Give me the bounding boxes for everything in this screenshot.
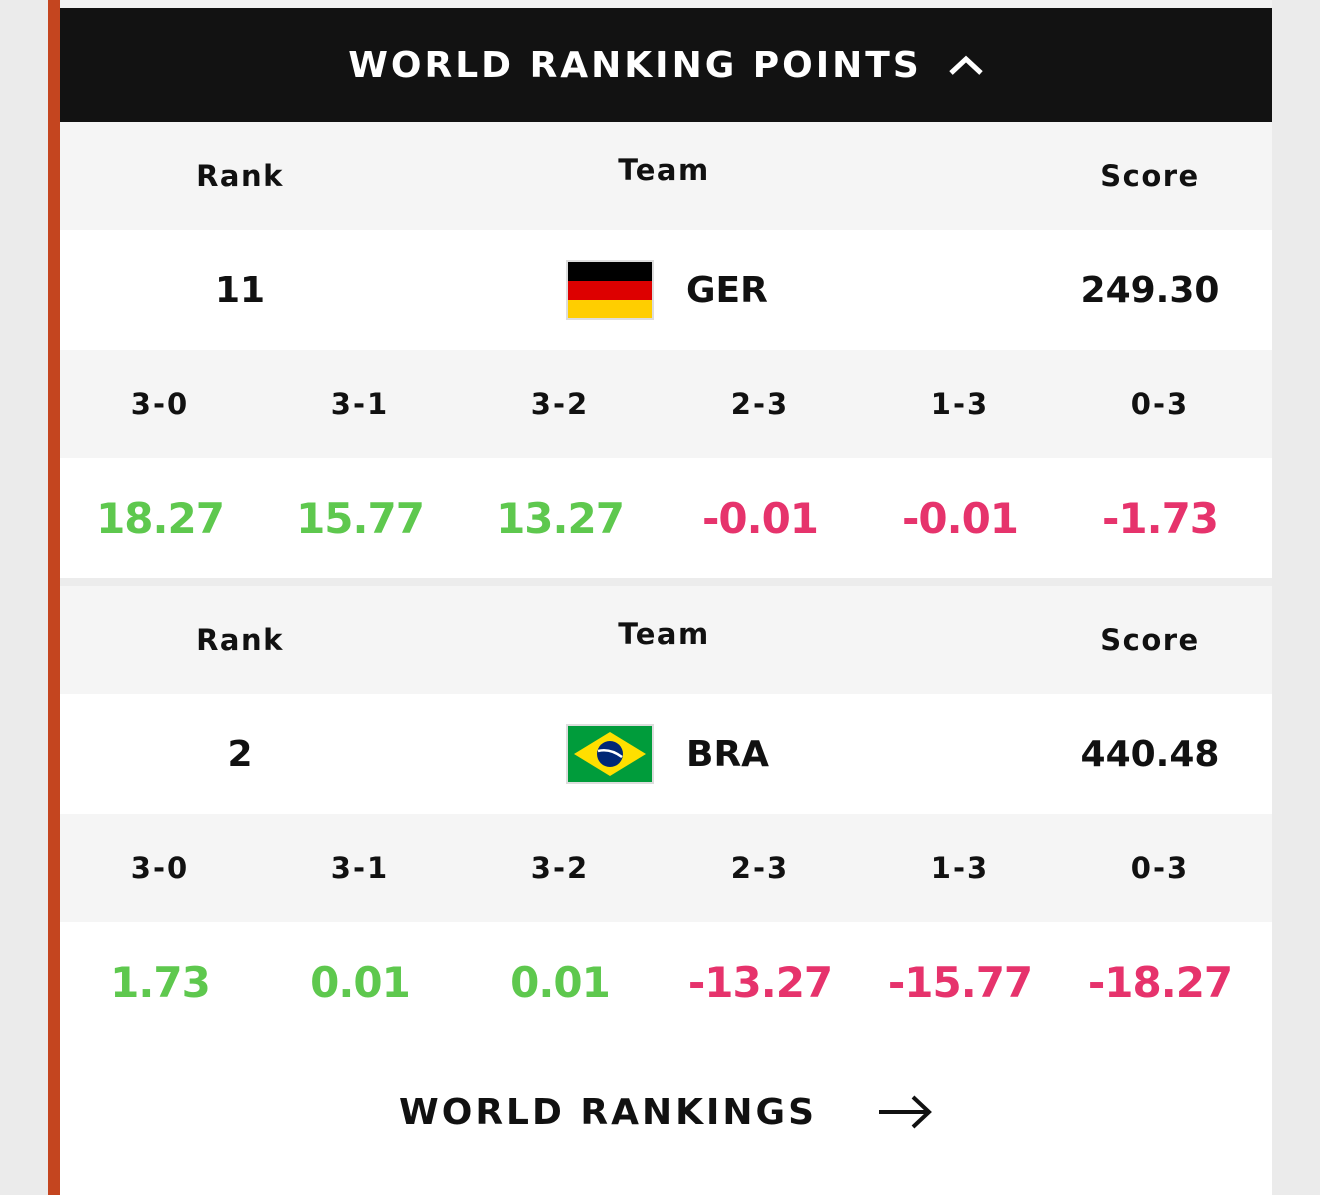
world-rankings-link[interactable]: WORLD RANKINGS — [60, 1042, 1272, 1182]
top-strip — [60, 0, 1272, 8]
points: 13.27 — [496, 493, 625, 543]
outcome: 3-2 — [530, 387, 590, 421]
team-row: 2 BRA 440.48 — [60, 694, 1272, 814]
points-row: 1.73 0.01 0.01 -13.27 -15.77 -18.27 — [60, 922, 1272, 1042]
points: -1.73 — [1101, 493, 1219, 543]
link-text: WORLD RANKINGS — [399, 1091, 817, 1133]
rank: 2 — [227, 733, 253, 775]
teams: Rank Team Score 11 GER 249.30 3-0 3-1 3-2 2-3 1-3 0… — [60, 122, 1272, 1042]
column-header: Team — [618, 617, 710, 651]
points-row: 18.27 15.77 13.27 -0.01 -0.01 -1.73 — [60, 458, 1272, 578]
chevron-up — [949, 55, 983, 75]
team-code: GER — [686, 269, 768, 311]
outcome: 0-3 — [1130, 851, 1190, 885]
points: -13.27 — [687, 957, 833, 1007]
outcome: 3-2 — [530, 851, 590, 885]
points: -0.01 — [701, 493, 819, 543]
flag — [566, 230, 654, 350]
outcome-row: 3-0 3-1 3-2 2-3 1-3 0-3 — [60, 814, 1272, 922]
points: 0.01 — [510, 957, 611, 1007]
column-header: Score — [1100, 159, 1200, 193]
points: 18.27 — [96, 493, 225, 543]
points: -0.01 — [901, 493, 1019, 543]
outcome: 3-0 — [130, 387, 190, 421]
score: 440.48 — [1080, 733, 1220, 775]
points: -15.77 — [887, 957, 1033, 1007]
outcome: 1-3 — [930, 387, 990, 421]
outcome: 1-3 — [930, 851, 990, 885]
points: -18.27 — [1087, 957, 1233, 1007]
outcome: 0-3 — [1130, 387, 1190, 421]
outcome: 2-3 — [730, 851, 790, 885]
column-header: Rank — [196, 623, 284, 657]
outcome: 3-1 — [330, 387, 390, 421]
separator — [60, 578, 1272, 586]
column-header: Team — [618, 153, 710, 187]
column-header: Rank — [196, 159, 284, 193]
outcome: 2-3 — [730, 387, 790, 421]
ranking-card: WORLD RANKING POINTS Rank Team Score 11 GER 2… — [60, 8, 1272, 1195]
score: 249.30 — [1080, 269, 1220, 311]
outcome-row: 3-0 3-1 3-2 2-3 1-3 0-3 — [60, 350, 1272, 458]
team-code: BRA — [686, 733, 770, 775]
section-toggle[interactable]: WORLD RANKING POINTS — [60, 8, 1272, 122]
outcome: 3-1 — [330, 851, 390, 885]
flag — [566, 694, 654, 814]
accent-bar — [48, 0, 60, 1195]
team-row: 11 GER 249.30 — [60, 230, 1272, 350]
outcome: 3-0 — [130, 851, 190, 885]
arrow-right — [879, 1095, 932, 1129]
column-header: Score — [1100, 623, 1200, 657]
header-row: Rank Team Score — [60, 122, 1272, 230]
points: 1.73 — [110, 957, 211, 1007]
section-title: WORLD RANKING POINTS — [348, 44, 922, 86]
header-row: Rank Team Score — [60, 586, 1272, 694]
points: 0.01 — [310, 957, 411, 1007]
rank: 11 — [214, 269, 266, 311]
points: 15.77 — [296, 493, 425, 543]
